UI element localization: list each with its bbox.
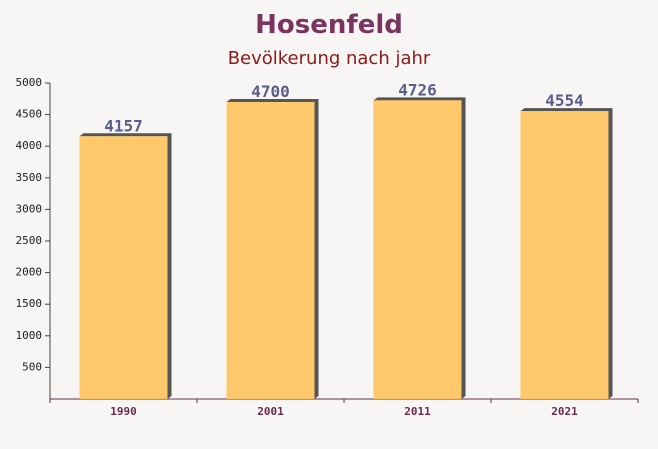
y-tick-label: 1500 [16,297,43,310]
value-label: 4726 [398,80,437,99]
y-tick-label: 4000 [16,139,43,152]
y-tick-label: 2500 [16,234,43,247]
y-tick-label: 2000 [16,266,43,279]
x-tick-label: 2021 [551,405,578,418]
bar [226,101,315,400]
x-tick-label: 1990 [110,405,137,418]
y-tick-label: 5000 [16,76,43,89]
x-tick-label: 2011 [404,405,431,418]
x-tick-label: 2001 [257,405,284,418]
bar [79,136,168,400]
chart-subtitle: Bevölkerung nach jahr [228,48,431,69]
value-label: 4554 [545,91,584,110]
chart-title: Hosenfeld [255,10,403,40]
value-label: 4157 [104,116,143,135]
y-tick-label: 4500 [16,108,43,121]
y-tick-label: 3500 [16,171,43,184]
bar [373,100,462,399]
value-label: 4700 [251,82,290,101]
y-tick-label: 500 [22,360,42,373]
y-tick-label: 3000 [16,202,43,215]
y-tick-label: 1000 [16,329,43,342]
bar [520,111,609,400]
